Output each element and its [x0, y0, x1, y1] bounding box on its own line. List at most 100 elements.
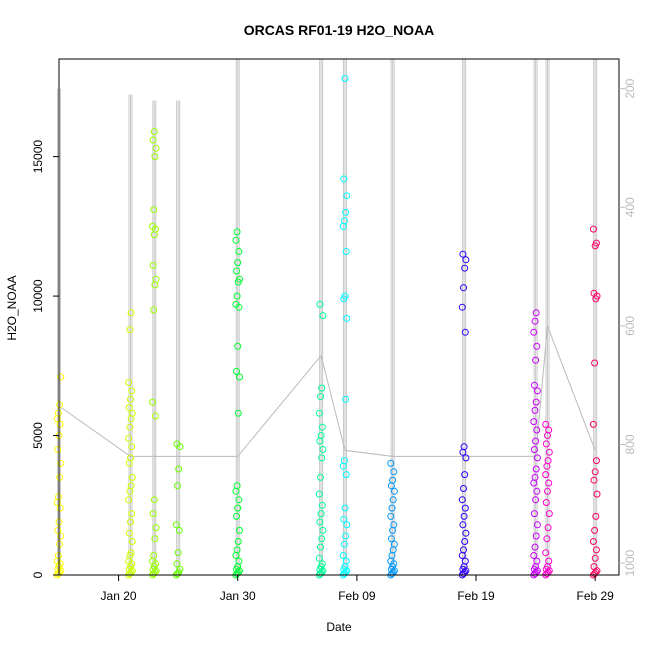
- data-point-flight-7-21: [342, 248, 350, 255]
- data-point-flight-2-29: [125, 379, 133, 386]
- data-point-flight-7-27: [341, 75, 349, 82]
- data-point-flight-2-26: [125, 404, 133, 412]
- data-point-flight-1-19: [54, 446, 62, 453]
- data-point-flight-10-10: [532, 532, 540, 540]
- data-point-flight-12-16: [591, 359, 599, 367]
- data-point-flight-12-11: [593, 490, 601, 498]
- data-point-flight-3-14: [152, 412, 159, 420]
- data-point-flight-9-13: [460, 512, 468, 520]
- data-point-flight-5-22: [232, 300, 240, 308]
- data-point-flight-3-27: [150, 128, 158, 135]
- data-point-flight-8-14: [390, 521, 398, 529]
- data-point-flight-10-23: [531, 406, 539, 414]
- data-point-flight-9-14: [461, 504, 469, 512]
- data-point-flight-6-15: [315, 490, 323, 498]
- data-point-flight-7-18: [343, 314, 351, 322]
- x-tick-label-5: Feb 29: [576, 589, 614, 603]
- data-point-flight-5-25: [236, 275, 243, 283]
- data-point-flight-9-21: [461, 328, 469, 336]
- data-point-flight-4-5: [173, 560, 181, 568]
- data-point-flight-1-16: [54, 493, 62, 501]
- data-point-flight-10-20: [532, 437, 540, 445]
- x-tick-label-2: Jan 30: [220, 589, 256, 603]
- data-point-flight-7-14: [342, 471, 350, 479]
- data-point-flight-10-11: [533, 521, 541, 529]
- data-point-flight-10-7: [533, 557, 541, 565]
- data-point-flight-6-16: [317, 473, 324, 481]
- data-point-flight-10-13: [532, 496, 540, 504]
- data-point-flight-1-17: [56, 473, 64, 481]
- data-point-flight-12-8: [589, 538, 597, 545]
- data-point-flight-2-23: [126, 423, 134, 431]
- x-axis-label: Date: [326, 620, 352, 634]
- data-point-flight-10-26: [530, 381, 538, 389]
- data-point-flight-7-11: [343, 521, 351, 529]
- data-point-flight-4-12: [173, 440, 181, 448]
- data-point-flight-12-19: [590, 289, 598, 297]
- data-point-flight-4-6: [174, 549, 182, 557]
- data-point-flight-3-22: [149, 222, 156, 230]
- data-point-flight-6-11: [319, 526, 327, 534]
- data-point-flight-8-22: [387, 459, 395, 467]
- data-point-flight-11-11: [545, 510, 553, 518]
- data-point-flight-12-5: [590, 563, 598, 571]
- data-point-flight-3-24: [151, 153, 159, 161]
- data-point-flight-2-14: [128, 510, 136, 518]
- data-point-flight-2-20: [127, 454, 134, 462]
- pressure-trace: [57, 59, 598, 575]
- data-point-flight-4-8: [172, 521, 180, 529]
- data-point-flight-8-18: [390, 487, 398, 495]
- data-point-flight-9-20: [460, 443, 468, 451]
- data-point-flight-3-13: [150, 496, 158, 504]
- y2-tick-label-3: 600: [623, 316, 637, 336]
- data-point-flight-2-17: [127, 482, 135, 490]
- y2-axis: 200 400 600 800 1000: [619, 78, 637, 576]
- data-point-flight-11-21: [545, 426, 553, 434]
- data-point-flight-11-14: [545, 479, 553, 487]
- data-point-flight-1-24: [56, 401, 64, 409]
- data-point-flight-5-29: [232, 236, 240, 244]
- data-point-flight-10-30: [531, 317, 539, 325]
- data-point-flight-5-18: [236, 373, 243, 381]
- data-point-flight-4-10: [175, 465, 183, 473]
- data-point-flight-7-8: [339, 552, 347, 559]
- data-point-flight-11-22: [542, 420, 550, 428]
- data-point-flight-2-22: [125, 434, 133, 442]
- data-point-flight-5-7: [235, 557, 243, 565]
- data-point-flight-5-14: [235, 496, 243, 504]
- data-point-flight-12-10: [592, 512, 600, 520]
- data-point-flight-10-29: [530, 328, 538, 336]
- data-point-flight-10-25: [533, 387, 541, 395]
- data-point-flight-7-16: [340, 457, 348, 465]
- data-point-flight-6-21: [318, 423, 326, 431]
- data-point-flight-9-10: [461, 538, 469, 545]
- data-point-flight-9-12: [459, 521, 467, 529]
- data-point-flight-6-22: [315, 409, 323, 417]
- data-point-flight-5-10: [234, 538, 242, 545]
- data-point-flight-11-7: [545, 557, 553, 565]
- x-tick-label-3: Feb 09: [338, 589, 376, 603]
- data-point-flight-9-17: [461, 471, 469, 479]
- data-point-flight-7-20: [341, 292, 349, 300]
- data-point-flight-11-18: [545, 448, 553, 456]
- y-tick-label-2: 5000: [31, 422, 45, 449]
- data-point-flight-11-19: [542, 440, 550, 448]
- x-axis: Jan 20 Jan 30 Feb 09 Feb 19 Feb 29: [101, 575, 614, 603]
- plot-frame: [58, 58, 620, 576]
- data-point-flight-6-25: [319, 312, 327, 320]
- data-point-flight-7-13: [341, 504, 349, 512]
- data-point-flight-3-16: [150, 306, 158, 314]
- data-point-flight-5-12: [233, 512, 240, 520]
- data-point-flight-6-9: [317, 543, 324, 551]
- y-tick-label-4: 15000: [31, 140, 45, 174]
- data-point-flight-9-16: [460, 485, 467, 492]
- data-point-flight-11-8: [542, 549, 550, 557]
- data-point-flight-2-30: [126, 326, 134, 334]
- y2-tick-label-4: 800: [623, 434, 637, 454]
- data-point-flight-2-12: [125, 529, 133, 537]
- data-point-flight-6-20: [317, 432, 325, 439]
- data-point-flight-4-9: [174, 482, 181, 490]
- data-point-flight-12-7: [592, 546, 600, 554]
- data-point-flight-6-10: [318, 535, 326, 543]
- data-point-flight-7-23: [340, 217, 348, 225]
